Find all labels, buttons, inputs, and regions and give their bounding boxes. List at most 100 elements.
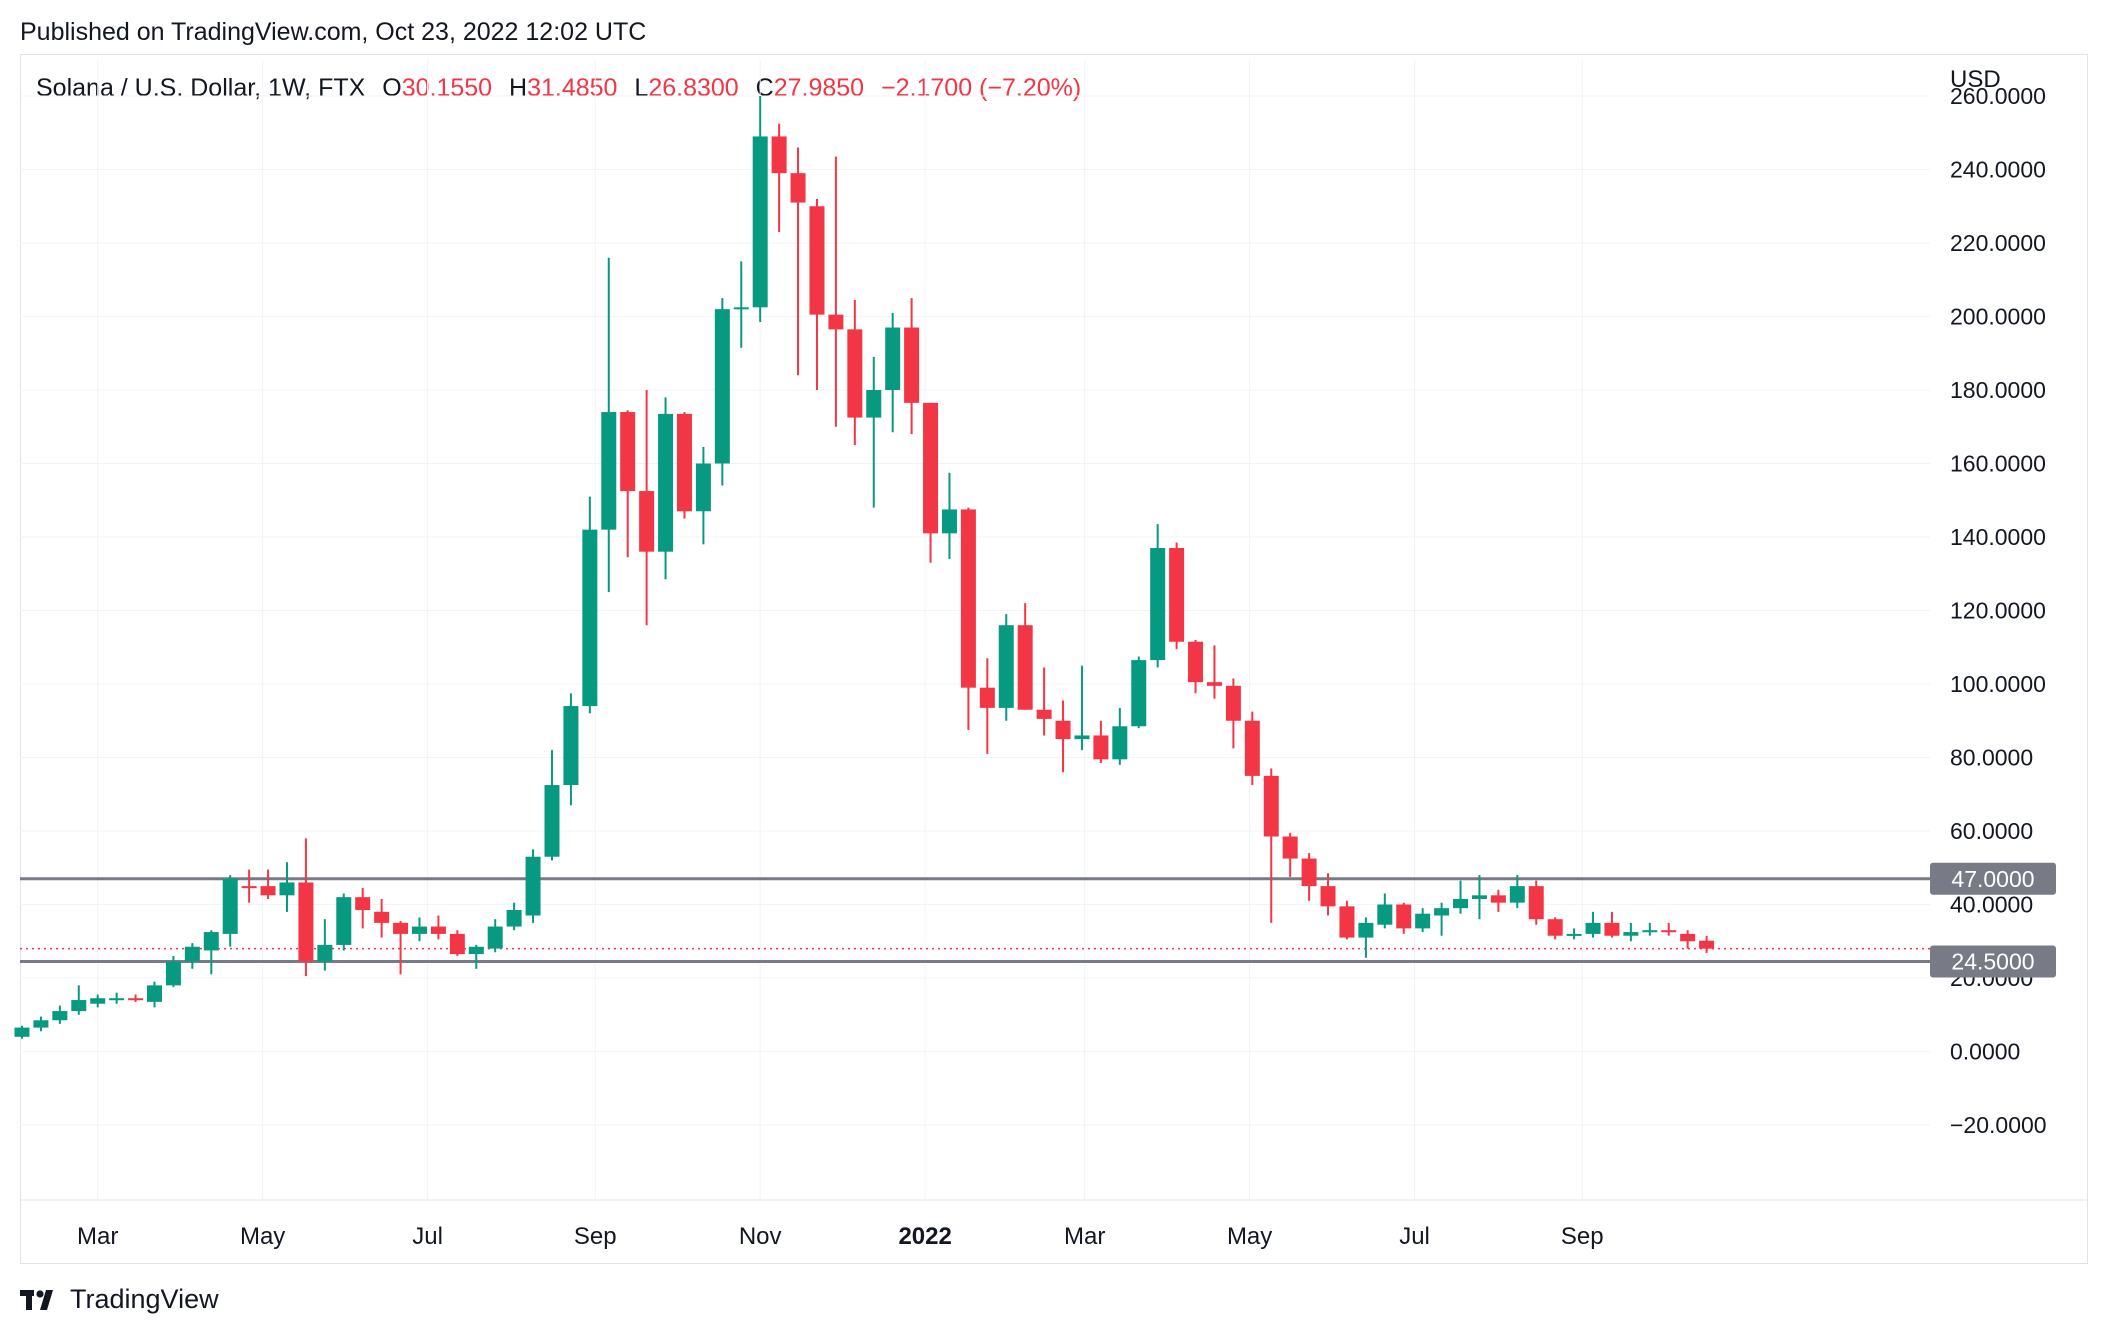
high-value: 31.4850 (527, 74, 618, 102)
candle-body-down (1169, 548, 1185, 642)
tradingview-footer[interactable]: TradingView (20, 1284, 219, 1315)
candle-body-down (1661, 930, 1677, 933)
level-price-tag (1930, 945, 2056, 978)
candle-body-up (1131, 660, 1147, 727)
y-tick-label: 60.0000 (1950, 818, 2033, 844)
candle-body-up (279, 882, 295, 896)
candle-body-down (393, 922, 409, 934)
candle-body-down (904, 327, 920, 403)
y-tick-label: 0.0000 (1950, 1039, 2020, 1065)
published-caption: Published on TradingView.com, Oct 23, 20… (20, 18, 647, 46)
candle-body-up (14, 1027, 30, 1037)
level-price-label: 47.0000 (1951, 866, 2034, 892)
candle-body-down (676, 413, 692, 512)
candle-body-down (1282, 836, 1298, 859)
candle-body-down (960, 509, 976, 688)
candle-body-up (33, 1020, 49, 1028)
candle-body-down (1604, 922, 1620, 936)
candle-body-down (828, 314, 844, 330)
candle-body-down (1680, 933, 1696, 942)
y-tick-label: 220.0000 (1950, 230, 2046, 256)
candle-body-down (979, 687, 995, 708)
candle-body-down (128, 998, 144, 1001)
low-value: 26.8300 (648, 74, 739, 102)
candle-body-down (241, 886, 257, 889)
currency-label: USD (1950, 66, 2001, 93)
candle-body-up (1112, 726, 1128, 760)
candle-body-up (1415, 913, 1431, 929)
candle-body-up (71, 1000, 87, 1012)
candle-body-down (1055, 720, 1071, 740)
candle-body-down (620, 412, 636, 492)
x-tick-label: Jul (1399, 1223, 1430, 1250)
level-price-label: 24.5000 (1951, 948, 2034, 974)
candle-body-down (1093, 735, 1109, 760)
candle-body-down (790, 173, 806, 203)
candle-body-up (695, 463, 711, 512)
candle-body-down (1528, 886, 1544, 920)
y-tick-label: 40.0000 (1950, 892, 2033, 918)
candle-body-up (184, 946, 200, 962)
x-tick-label: Mar (77, 1223, 118, 1250)
candle-body-up (582, 529, 598, 707)
candle-body-up (563, 706, 579, 786)
change-value: −2.1700 (−7.20%) (881, 74, 1082, 102)
candle-body-down (1036, 709, 1052, 719)
y-tick-label: 200.0000 (1950, 304, 2046, 330)
candle-body-down (1396, 904, 1412, 929)
open-label: O (382, 74, 402, 102)
y-tick-label: 80.0000 (1950, 745, 2033, 771)
candle-body-down (1206, 682, 1222, 686)
candle-body-up (317, 944, 333, 962)
candle-body-up (1566, 933, 1582, 936)
candle-body-up (714, 309, 730, 464)
x-tick-label: Mar (1064, 1223, 1105, 1250)
candle-body-up (1642, 930, 1658, 933)
candle-body-down (923, 402, 939, 534)
y-tick-label: −20.0000 (1950, 1112, 2047, 1138)
candle-body-up (165, 961, 181, 986)
candle-body-up (1509, 886, 1525, 903)
x-tick-label: May (240, 1223, 285, 1250)
tradingview-brand: TradingView (70, 1284, 219, 1314)
level-price-tag (1930, 862, 2056, 895)
candle-body-down (1225, 685, 1241, 721)
candle-body-up (1471, 895, 1487, 899)
tradingview-logo-icon (20, 1289, 53, 1310)
candle-body-up (411, 926, 427, 934)
symbol-legend: Solana / U.S. Dollar, 1W, FTX O30.1550 H… (36, 74, 1081, 103)
y-tick-label: 260.0000 (1950, 83, 2046, 109)
high-label: H (509, 74, 528, 102)
candle-body-up (336, 897, 352, 945)
chart-frame[interactable] (20, 54, 2088, 1264)
candle-body-down (1490, 895, 1506, 903)
candle-body-up (1358, 922, 1374, 938)
y-tick-label: 120.0000 (1950, 598, 2046, 624)
candle-body-down (1263, 775, 1279, 837)
candle-body-down (260, 886, 276, 896)
candle-body-down (1699, 940, 1715, 949)
candle-body-up (52, 1011, 68, 1021)
candle-body-up (222, 878, 238, 934)
candle-body-down (355, 897, 371, 911)
x-tick-label: Sep (1561, 1223, 1604, 1250)
x-tick-label: Sep (574, 1223, 617, 1250)
y-tick-label: 100.0000 (1950, 671, 2046, 697)
candle-body-up (998, 625, 1014, 708)
candle-body-up (109, 998, 125, 1001)
low-label: L (634, 74, 649, 102)
candle-body-up (752, 136, 768, 308)
candle-body-down (809, 206, 825, 315)
open-value: 30.1550 (401, 74, 493, 102)
candle-body-up (1585, 922, 1601, 934)
y-tick-label: 240.0000 (1950, 157, 2046, 183)
candle-body-up (1434, 908, 1450, 916)
candle-body-down (449, 933, 465, 955)
candle-body-down (1188, 641, 1204, 683)
candle-body-up (544, 785, 560, 857)
y-tick-label: 160.0000 (1950, 451, 2046, 477)
candle-body-down (1017, 625, 1033, 710)
candle-body-up (1074, 735, 1090, 740)
close-value: 27.9850 (773, 74, 865, 102)
